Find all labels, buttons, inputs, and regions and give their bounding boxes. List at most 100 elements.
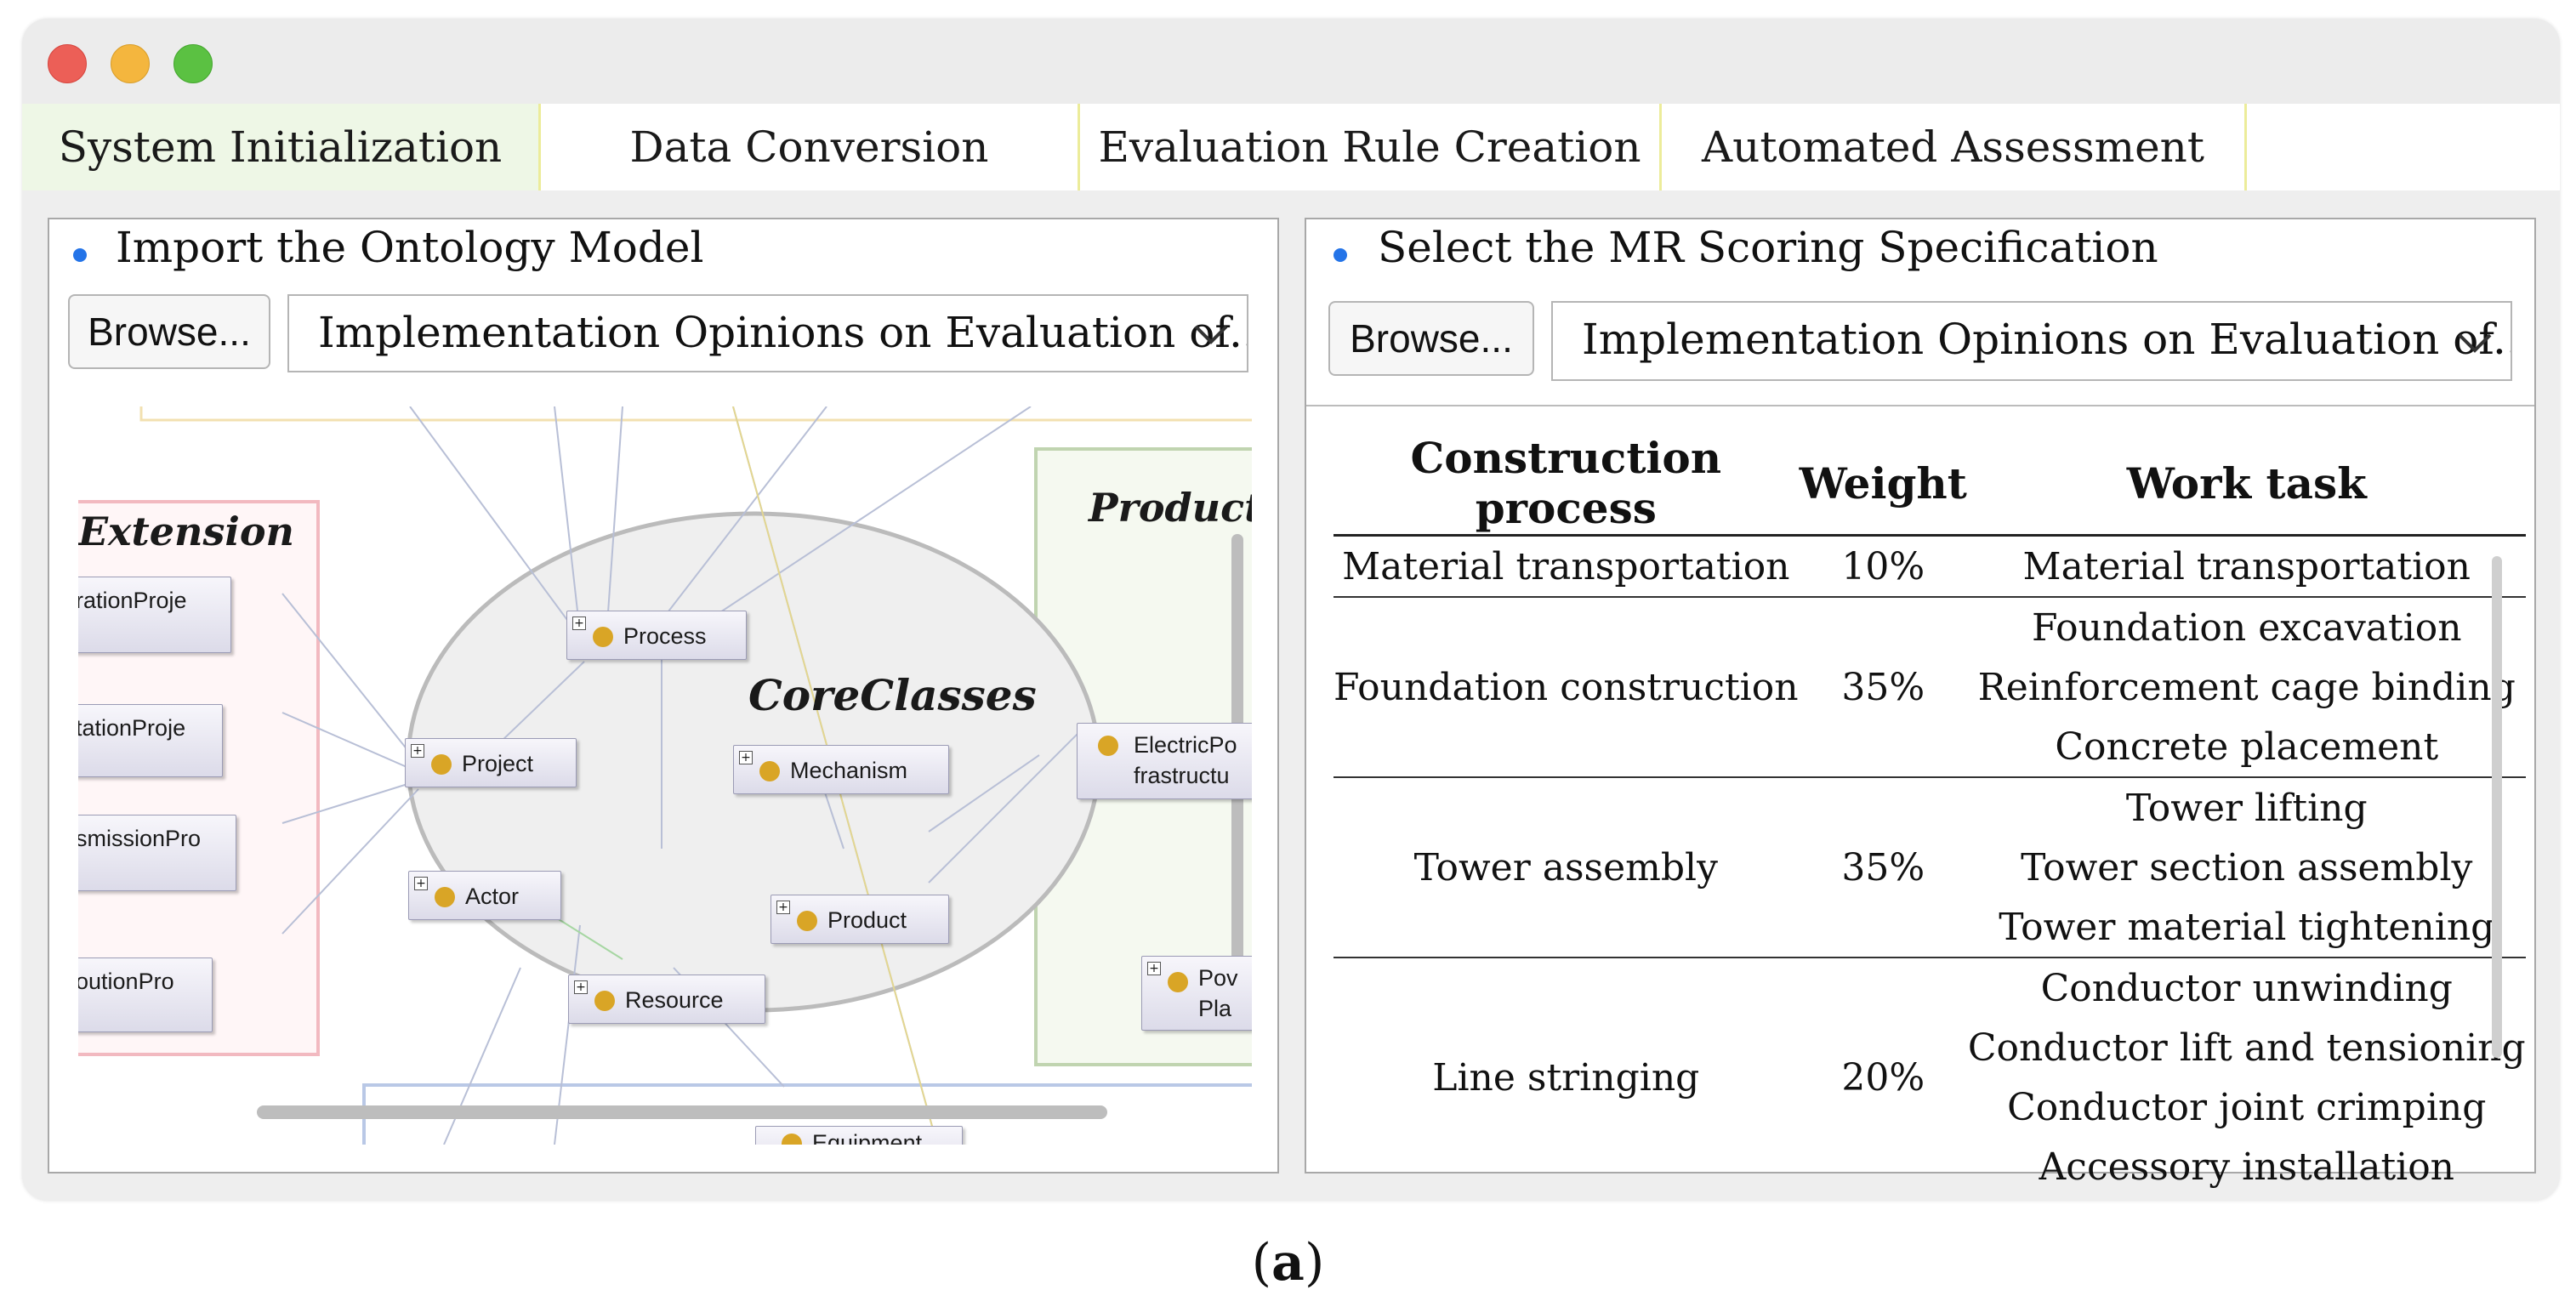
group-label-extension: Extension (78, 509, 294, 554)
header-construction-process: Construction process (1333, 432, 1799, 537)
cell-task: Conductor joint crimping (2007, 1085, 2487, 1129)
ontology-select[interactable]: Implementation Opinions on Evaluation of… (287, 294, 1248, 372)
cell-process: Foundation construction (1333, 596, 1799, 777)
expand-icon[interactable]: + (574, 980, 588, 994)
table-scrollbar[interactable] (2492, 556, 2502, 1058)
cell-task: Tower lifting (1967, 776, 2526, 838)
tab-evaluation-rule-creation[interactable]: Evaluation Rule Creation (1080, 104, 1662, 190)
class-dot-icon (1168, 972, 1188, 992)
cell-task: Reinforcement cage binding (1977, 665, 2516, 709)
node-power-plant[interactable]: + Pov Pla (1141, 956, 1252, 1031)
expand-icon[interactable]: + (1147, 962, 1161, 975)
node-mechanism-label: Mechanism (790, 758, 908, 783)
node-ext-2-label: tationProje (78, 715, 186, 741)
node-project-label: Project (462, 751, 534, 776)
table-row: Tower material tightening (1333, 897, 2526, 958)
node-ext-2[interactable]: tationProje (78, 704, 223, 777)
node-bottom[interactable]: Equipment (755, 1126, 963, 1145)
header-work-task: Work task (1967, 432, 2526, 537)
minimize-window-button[interactable] (111, 44, 150, 83)
class-dot-icon (782, 1134, 802, 1145)
node-actor-label: Actor (465, 884, 520, 909)
cell-process: Line stringing (1333, 957, 1799, 1196)
class-dot-icon (1098, 736, 1118, 756)
tab-system-initialization[interactable]: System Initialization (22, 104, 541, 190)
scoring-select-value: Implementation Opinions on Evaluation of… (1582, 315, 2512, 364)
node-ext-1[interactable]: rationProje (78, 577, 231, 653)
cell-weight: 10% (1841, 544, 1925, 588)
node-project[interactable]: + Project (405, 738, 577, 787)
node-electric-label-1: ElectricPo (1134, 732, 1237, 758)
cell-task: Foundation excavation (1967, 596, 2526, 657)
table-row: Concrete placement (1333, 717, 2526, 777)
expand-icon[interactable]: + (414, 877, 428, 890)
node-ext-4-label: outionPro (78, 969, 174, 994)
node-product[interactable]: + Product (771, 895, 949, 944)
zoom-window-button[interactable] (173, 44, 213, 83)
table-row: Accessory installation (1333, 1137, 2526, 1196)
scoring-browse-button[interactable]: Browse... (1328, 301, 1534, 376)
class-dot-icon (594, 991, 615, 1011)
node-resource-label: Resource (625, 987, 724, 1013)
tab-automated-assessment[interactable]: Automated Assessment (1662, 104, 2247, 190)
cell-weight: 35% (1798, 776, 1968, 958)
caption-letter: a (1271, 1233, 1305, 1293)
close-window-button[interactable] (48, 44, 87, 83)
figure-caption: (a) (0, 1233, 2576, 1293)
tab-bar: System Initialization Data Conversion Ev… (22, 104, 2560, 190)
table-row: Tower assembly 35% Tower lifting (1333, 776, 2526, 958)
expand-icon[interactable]: + (411, 744, 424, 758)
caption-close: ) (1304, 1233, 1325, 1293)
node-resource[interactable]: + Resource (568, 975, 765, 1024)
scoring-table: Construction process Weight Work task Ma… (1333, 432, 2526, 1196)
node-ext-3-label: smissionPro (78, 826, 202, 851)
cell-task: Tower material tightening (1999, 905, 2495, 949)
table-row: Reinforcement cage binding (1333, 657, 2526, 717)
node-ext-1-label: rationProje (78, 588, 187, 613)
node-ext-4[interactable]: outionPro (78, 958, 213, 1032)
class-dot-icon (759, 761, 780, 781)
node-bottom-label: Equipment (812, 1130, 923, 1145)
cell-task: Material transportation (2022, 544, 2471, 588)
scoring-panel-title: Select the MR Scoring Specification (1378, 223, 2158, 272)
node-electric-infrastructure[interactable]: ElectricPo frastructu (1077, 723, 1252, 799)
scoring-select[interactable]: Implementation Opinions on Evaluation of… (1551, 301, 2512, 381)
node-electric-label-2: frastructu (1134, 763, 1230, 788)
table-row: Material transportation 10% Material tra… (1333, 536, 2526, 598)
node-product-label: Product (827, 907, 907, 933)
table-header-row: Construction process Weight Work task (1333, 432, 2526, 537)
expand-icon[interactable]: + (776, 901, 790, 914)
node-mechanism[interactable]: + Mechanism (733, 745, 949, 794)
chevron-down-icon (1194, 325, 1228, 344)
table-row: Conductor lift and tensioning (1333, 1018, 2526, 1077)
table-row: Foundation construction 35% Foundation e… (1333, 596, 2526, 777)
node-ext-3[interactable]: smissionPro (78, 815, 236, 891)
table-row: Tower section assembly (1333, 838, 2526, 897)
class-dot-icon (797, 911, 817, 931)
expand-icon[interactable]: + (739, 751, 753, 764)
cell-task: Concrete placement (2055, 725, 2439, 769)
class-dot-icon (435, 887, 455, 907)
tab-data-conversion[interactable]: Data Conversion (541, 104, 1080, 190)
cell-weight: 35% (1798, 596, 1968, 777)
table-row: Line stringing 20% Conductor unwinding (1333, 957, 2526, 1196)
cell-task: Conductor unwinding (1967, 957, 2526, 1018)
title-bar (22, 19, 2560, 104)
node-actor[interactable]: + Actor (408, 871, 561, 920)
scoring-bullet-icon (1333, 248, 1347, 262)
expand-icon[interactable]: + (572, 617, 586, 630)
ontology-select-value: Implementation Opinions on Evaluation of… (318, 308, 1248, 357)
group-label-coreclasses: CoreClasses (748, 670, 1037, 720)
header-weight: Weight (1798, 432, 1968, 537)
caption-open: ( (1251, 1233, 1272, 1293)
ontology-panel-title: Import the Ontology Model (116, 223, 704, 272)
ontology-bullet-icon (73, 248, 87, 262)
node-power-label-1: Pov (1198, 965, 1238, 991)
cell-weight: 20% (1798, 957, 1968, 1196)
ontology-diagram[interactable]: Extension Producti CoreClasses rationPro… (78, 406, 1252, 1145)
node-process[interactable]: + Process (566, 611, 747, 660)
cell-task: Tower section assembly (2021, 845, 2473, 889)
cell-process: Material transportation (1342, 544, 1790, 588)
ontology-browse-button[interactable]: Browse... (68, 294, 270, 369)
group-label-production: Producti (1089, 485, 1252, 531)
